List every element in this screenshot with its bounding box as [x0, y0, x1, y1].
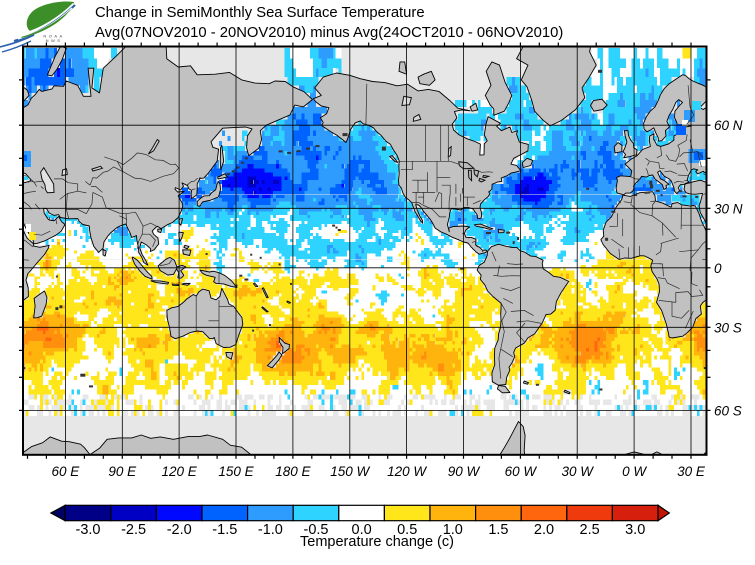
- svg-text:NWS: NWS: [46, 38, 63, 43]
- svg-text:-1.0: -1.0: [258, 522, 283, 538]
- svg-text:90 E: 90 E: [108, 464, 137, 479]
- svg-text:150 E: 150 E: [218, 464, 254, 479]
- svg-text:150 W: 150 W: [330, 464, 370, 479]
- svg-text:3.0: 3.0: [625, 522, 645, 538]
- svg-text:Temperature change (c): Temperature change (c): [300, 534, 454, 550]
- svg-text:0.5: 0.5: [397, 522, 417, 538]
- svg-text:30 S: 30 S: [714, 320, 742, 335]
- svg-text:-2.5: -2.5: [121, 522, 146, 538]
- svg-text:60 N: 60 N: [714, 118, 743, 133]
- svg-text:NOAA: NOAA: [43, 34, 64, 39]
- svg-text:60 E: 60 E: [52, 464, 81, 479]
- svg-text:Change in SemiMonthly Sea Surf: Change in SemiMonthly Sea Surface Temper…: [95, 5, 425, 21]
- svg-text:90 W: 90 W: [448, 464, 481, 479]
- svg-text:Avg(07NOV2010 - 20NOV2010) min: Avg(07NOV2010 - 20NOV2010) minus Avg(24O…: [95, 25, 563, 41]
- svg-text:60 S: 60 S: [714, 403, 742, 418]
- svg-text:1.0: 1.0: [443, 522, 463, 538]
- svg-text:0.0: 0.0: [352, 522, 372, 538]
- svg-text:30 E: 30 E: [677, 464, 706, 479]
- svg-text:-2.0: -2.0: [167, 522, 192, 538]
- svg-text:-0.5: -0.5: [304, 522, 329, 538]
- svg-text:1.5: 1.5: [488, 522, 508, 538]
- svg-text:60 W: 60 W: [505, 464, 538, 479]
- svg-text:-3.0: -3.0: [76, 522, 101, 538]
- svg-text:30 N: 30 N: [714, 201, 743, 216]
- svg-text:2.5: 2.5: [580, 522, 600, 538]
- svg-text:120 W: 120 W: [387, 464, 427, 479]
- svg-text:0: 0: [714, 261, 722, 276]
- svg-text:-1.5: -1.5: [212, 522, 237, 538]
- svg-text:180 E: 180 E: [275, 464, 311, 479]
- svg-text:0 W: 0 W: [622, 464, 647, 479]
- svg-text:30 W: 30 W: [561, 464, 594, 479]
- svg-text:2.0: 2.0: [534, 522, 554, 538]
- svg-text:120 E: 120 E: [161, 464, 197, 479]
